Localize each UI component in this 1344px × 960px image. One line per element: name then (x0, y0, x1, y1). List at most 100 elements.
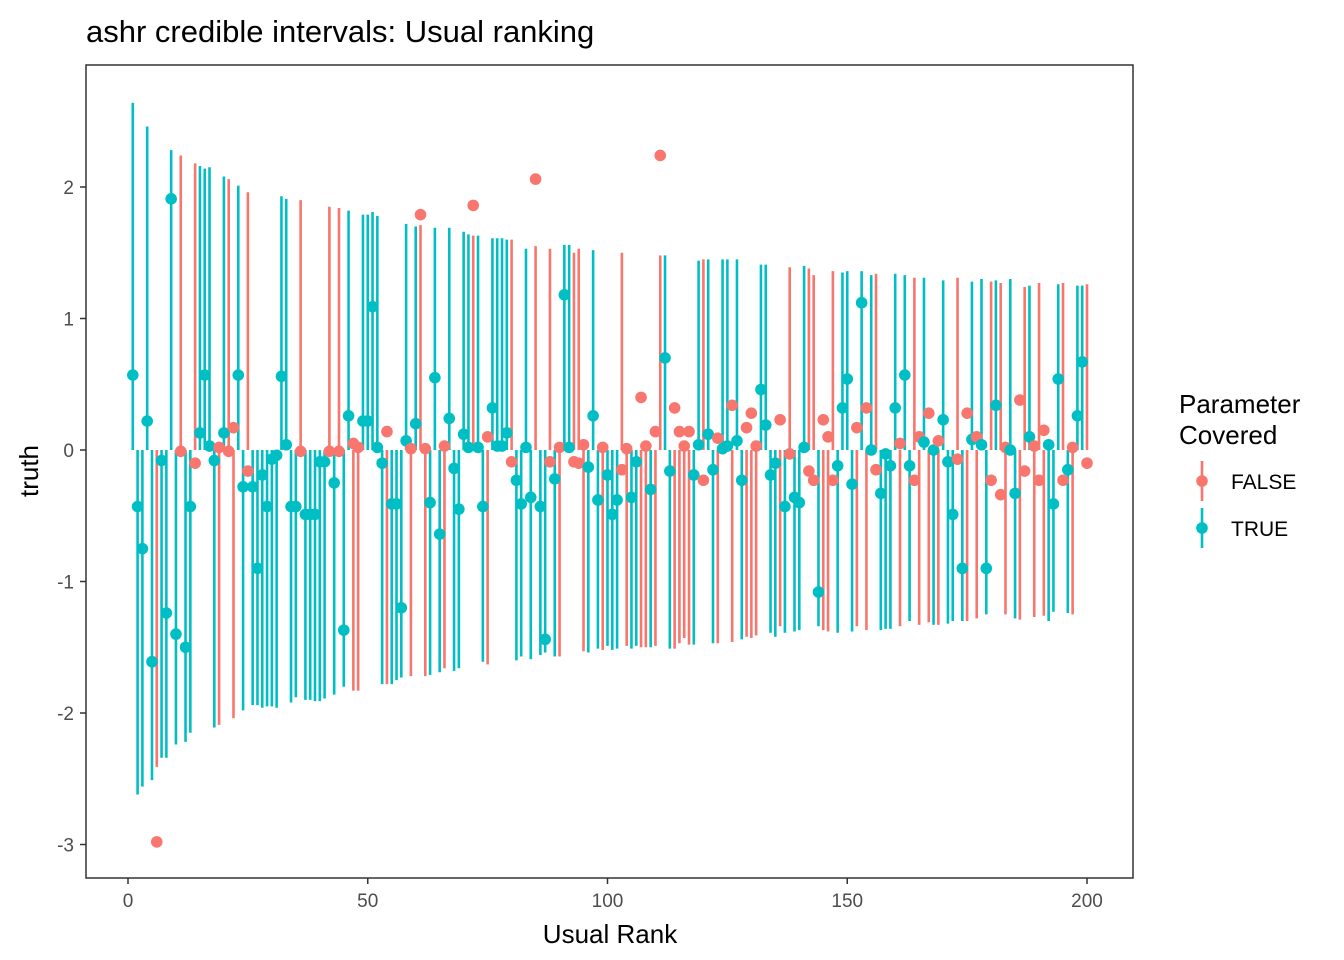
truth-point (980, 562, 993, 575)
truth-point (865, 444, 878, 456)
truth-point (793, 496, 806, 509)
truth-point (261, 500, 273, 513)
truth-point (702, 428, 714, 441)
truth-point (755, 383, 767, 396)
truth-point (927, 444, 940, 456)
truth-point (280, 438, 293, 451)
y-tick-label: -1 (57, 573, 74, 594)
truth-point (501, 427, 513, 439)
truth-point (429, 371, 441, 384)
truth-point (587, 410, 599, 422)
truth-point (524, 491, 537, 504)
truth-point (165, 193, 177, 205)
truth-point (711, 432, 724, 444)
truth-point (721, 440, 734, 452)
truth-point (942, 456, 954, 468)
truth-point (337, 624, 350, 636)
truth-point (218, 427, 230, 439)
truth-point (932, 434, 945, 447)
truth-point (731, 434, 743, 447)
truth-point (189, 457, 201, 469)
truth-point (673, 425, 686, 438)
y-axis: -3 -2 -1 0 1 2 (57, 178, 86, 857)
truth-point (1071, 410, 1084, 422)
truth-point (654, 149, 667, 162)
legend-title-line2: Covered (1179, 420, 1277, 450)
truth-point (390, 498, 403, 510)
truth-point (395, 602, 408, 614)
truth-point (879, 448, 892, 460)
truth-point (529, 173, 542, 185)
truth-point (582, 461, 595, 473)
truth-point (150, 836, 163, 848)
truth-point (213, 441, 225, 454)
truth-point (318, 456, 331, 468)
x-tick-label: 50 (357, 891, 378, 912)
truth-point (759, 419, 772, 431)
truth-point (779, 500, 791, 513)
legend-key-point (1196, 522, 1208, 534)
truth-point (534, 500, 547, 513)
truth-point (270, 449, 283, 462)
truth-point (198, 369, 211, 381)
truth-point (424, 496, 436, 509)
truth-point (438, 440, 451, 452)
truth-point (827, 474, 839, 487)
truth-point (956, 562, 969, 575)
truth-point (457, 428, 470, 441)
truth-point (1038, 424, 1050, 437)
truth-point (985, 474, 997, 487)
truth-point (371, 441, 384, 454)
truth-point (1014, 394, 1026, 406)
truth-point (783, 448, 796, 460)
truth-point (342, 410, 355, 422)
legend-item-true: TRUE (1196, 508, 1288, 548)
truth-point (126, 369, 139, 381)
truth-point (251, 562, 264, 575)
truth-point (611, 494, 623, 506)
truth-point (918, 436, 930, 448)
truth-point (649, 425, 662, 438)
truth-point (851, 421, 863, 434)
truth-point (990, 399, 1002, 412)
truth-point (131, 500, 144, 513)
truth-point (505, 456, 518, 468)
x-tick-label: 200 (1071, 891, 1103, 912)
x-tick-label: 150 (831, 891, 863, 912)
truth-point (774, 413, 786, 426)
truth-point (740, 421, 753, 434)
truth-point (290, 500, 302, 513)
truth-point (256, 469, 269, 481)
legend-key-point (1196, 475, 1208, 487)
truth-point (606, 508, 619, 521)
legend-item-false: FALSE (1196, 461, 1296, 501)
chart-title: ashr credible intervals: Usual ranking (86, 14, 594, 49)
truth-point (409, 417, 422, 430)
truth-point (683, 425, 695, 438)
truth-point (822, 431, 834, 443)
x-axis: 0 50 100 150 200 (123, 878, 1103, 912)
truth-point (903, 459, 916, 472)
truth-point (644, 483, 657, 496)
truth-point (227, 421, 240, 434)
truth-point (203, 440, 216, 452)
truth-point (155, 454, 168, 467)
truth-point (237, 481, 249, 493)
truth-point (836, 402, 849, 414)
truth-point (601, 469, 614, 481)
truth-point (1009, 487, 1021, 500)
truth-point (548, 473, 561, 485)
truth-point (361, 415, 374, 427)
truth-point (659, 352, 671, 364)
truth-point (477, 500, 489, 513)
truth-point (174, 445, 187, 458)
truth-point (870, 463, 882, 476)
truth-point (376, 457, 388, 469)
truth-point (294, 445, 307, 458)
truth-point (697, 474, 710, 487)
x-axis-title: Usual Rank (543, 919, 678, 949)
truth-point (141, 415, 153, 427)
truth-point (803, 465, 815, 477)
truth-point (481, 431, 494, 443)
